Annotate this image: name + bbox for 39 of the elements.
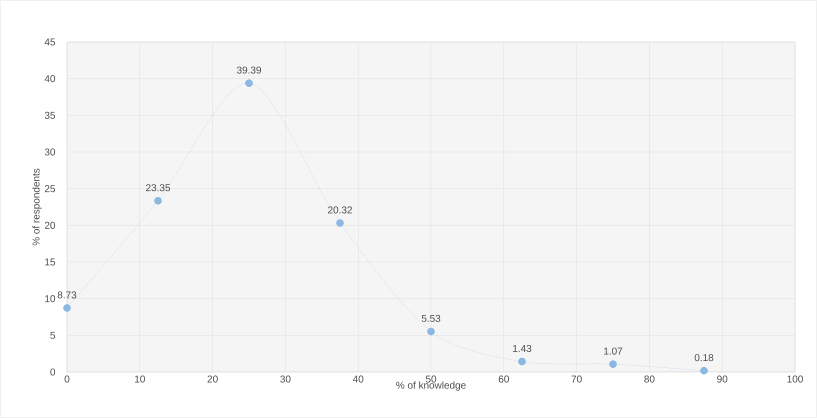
x-tick-label: 20 xyxy=(208,376,218,383)
point xyxy=(63,304,71,312)
data-label: 20.32 xyxy=(328,206,352,214)
y-tick-label: 45 xyxy=(44,38,56,46)
x-axis-title: % of knowledge xyxy=(396,381,466,391)
point xyxy=(154,197,162,204)
x-tick-label: 60 xyxy=(498,376,509,383)
y-tick-label: 0 xyxy=(50,368,56,376)
data-label: 0.18 xyxy=(694,354,714,362)
x-tick-label: 90 xyxy=(717,376,728,383)
y-tick-label: 40 xyxy=(44,75,56,82)
data-label: 39.39 xyxy=(236,66,262,74)
y-axis-title: % of respondents xyxy=(32,168,42,246)
point xyxy=(245,79,253,87)
point xyxy=(518,358,526,366)
x-tick-label: 10 xyxy=(135,376,145,383)
point xyxy=(700,366,708,374)
y-tick-label: 35 xyxy=(44,112,56,119)
point xyxy=(336,219,344,227)
data-label: 23.35 xyxy=(146,184,170,192)
y-tick-label: 30 xyxy=(44,148,56,156)
x-tick-label: 80 xyxy=(644,376,655,383)
y-tick-label: 15 xyxy=(45,258,56,266)
y-tick-label: 5 xyxy=(50,332,56,339)
x-tick-label: 30 xyxy=(280,376,291,383)
point xyxy=(609,360,617,368)
x-tick-label: 0 xyxy=(64,376,70,383)
data-label: 5.53 xyxy=(422,314,440,322)
x-tick-label: 40 xyxy=(352,376,364,383)
y-tick-label: 20 xyxy=(44,222,56,229)
point xyxy=(427,328,435,336)
data-label: 8.73 xyxy=(58,291,76,298)
x-tick-label: 70 xyxy=(572,376,582,383)
x-tick-label: 100 xyxy=(787,376,803,383)
x-tick-label: 50 xyxy=(426,376,436,383)
y-tick-label: 25 xyxy=(44,185,56,192)
y-tick-label: 10 xyxy=(45,295,56,302)
data-label: 1.07 xyxy=(604,348,622,355)
data-label: 1.43 xyxy=(513,344,532,352)
